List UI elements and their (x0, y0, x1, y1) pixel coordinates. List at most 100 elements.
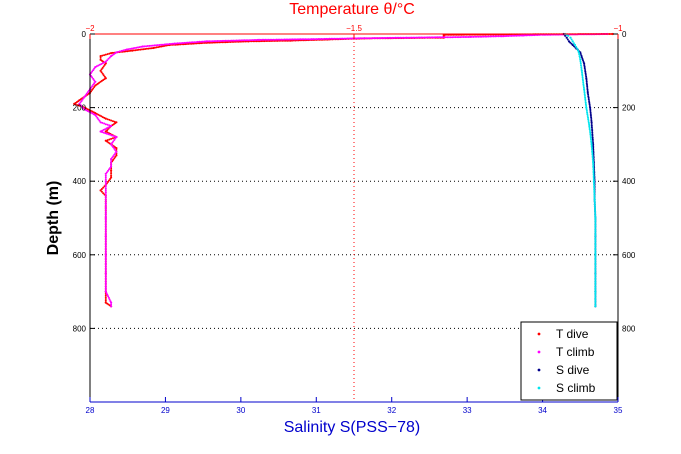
data-point (594, 222, 597, 224)
data-point (589, 133, 592, 136)
legend-marker (537, 332, 541, 336)
data-point (104, 285, 107, 288)
data-point (594, 240, 597, 243)
data-point (106, 59, 109, 62)
data-point (587, 120, 590, 122)
data-point (438, 36, 441, 39)
data-point (586, 111, 589, 114)
data-point (505, 35, 508, 37)
data-point (594, 207, 596, 209)
data-point (104, 225, 107, 228)
data-point (138, 46, 141, 49)
data-point (589, 106, 592, 109)
data-point (425, 36, 428, 39)
data-point (584, 73, 587, 76)
data-point (250, 39, 252, 42)
data-point (102, 131, 105, 134)
data-point (104, 208, 107, 211)
data-point (94, 66, 97, 69)
data-point (111, 141, 114, 144)
data-point (104, 290, 107, 293)
data-point (594, 258, 597, 261)
data-point (206, 40, 209, 43)
data-point (237, 39, 240, 42)
data-point (203, 40, 206, 43)
data-point (97, 113, 100, 116)
data-point (594, 220, 597, 223)
data-point (594, 262, 597, 265)
data-point (111, 156, 114, 159)
data-point (594, 208, 596, 211)
data-point (104, 176, 107, 179)
data-point (92, 77, 95, 80)
data-point (578, 53, 581, 56)
data-point (592, 165, 595, 168)
data-point (99, 80, 102, 83)
data-point (590, 126, 593, 129)
data-point (591, 156, 594, 159)
data-point (98, 119, 101, 122)
data-point (462, 36, 465, 38)
data-point (492, 35, 495, 38)
data-point (594, 212, 597, 214)
data-point (216, 40, 219, 42)
data-point (583, 62, 586, 65)
data-point (101, 72, 104, 75)
data-point (238, 39, 241, 42)
data-point (336, 37, 339, 40)
data-point (330, 37, 333, 40)
data-point (104, 215, 107, 218)
data-point (104, 187, 107, 190)
data-point (110, 143, 113, 146)
data-point (439, 36, 442, 39)
series-s-climb (564, 32, 597, 308)
data-point (95, 115, 98, 118)
data-point (98, 63, 101, 66)
data-point (78, 102, 81, 105)
data-point (117, 50, 120, 53)
data-point (327, 37, 329, 40)
data-point (594, 270, 597, 273)
data-point (104, 273, 107, 276)
data-point (104, 191, 107, 194)
data-point (348, 37, 351, 40)
data-point (409, 36, 411, 39)
data-point (386, 36, 389, 39)
bottom-axis-title: Salinity S(PSS−78) (284, 419, 421, 436)
data-point (86, 108, 89, 111)
data-point (280, 38, 283, 41)
data-point (569, 41, 572, 44)
data-point (104, 240, 107, 243)
data-point (288, 38, 291, 41)
data-point (594, 257, 597, 260)
gridlines (90, 34, 618, 402)
data-point (591, 134, 594, 137)
data-point (443, 36, 446, 39)
data-point (592, 171, 595, 174)
data-point (206, 41, 209, 44)
data-point (104, 258, 107, 261)
data-point (210, 40, 212, 43)
data-point (101, 54, 104, 57)
data-point (594, 232, 597, 235)
data-point (356, 37, 359, 40)
data-point (590, 119, 593, 122)
data-point (114, 155, 117, 158)
data-point (333, 37, 336, 40)
data-point (111, 137, 114, 140)
y-tick-label-left: 800 (73, 324, 87, 333)
data-point (103, 75, 106, 78)
y-axis-title: Depth (m) (45, 181, 62, 256)
data-point (587, 96, 590, 99)
data-point (73, 102, 76, 105)
data-point (318, 38, 321, 40)
data-point (583, 64, 586, 67)
data-point (581, 57, 584, 60)
data-point (593, 201, 596, 204)
data-point (149, 47, 152, 50)
data-point (103, 61, 106, 64)
data-point (594, 283, 597, 286)
data-point (104, 185, 107, 188)
data-point (112, 134, 115, 137)
data-point (232, 39, 235, 42)
